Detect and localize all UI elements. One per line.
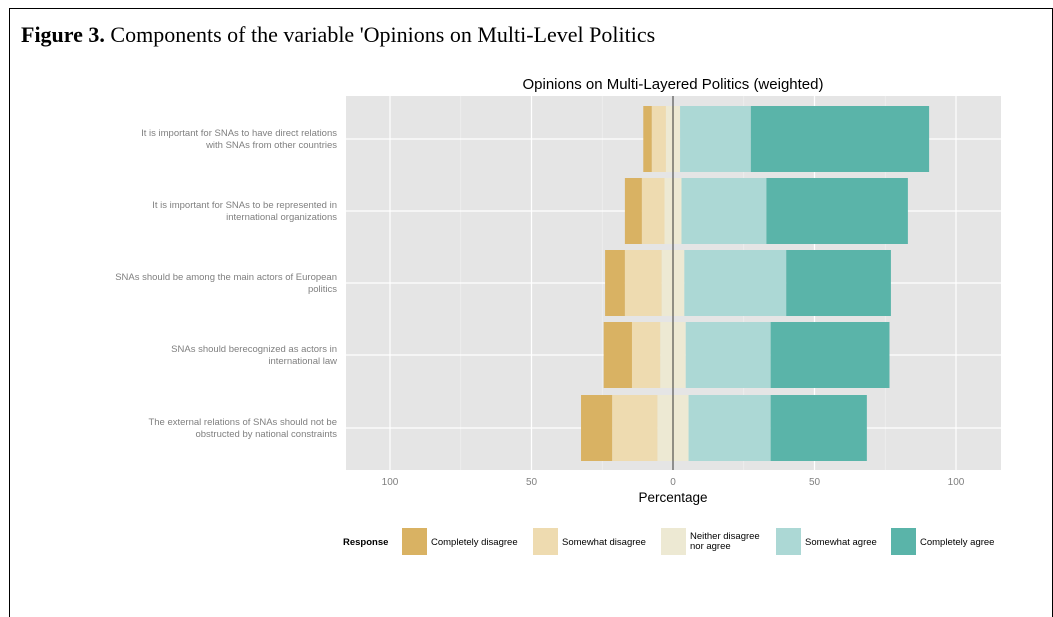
bars [581, 106, 930, 461]
bar-segment [605, 250, 625, 316]
legend-swatch [776, 528, 801, 555]
bar-segment [612, 395, 658, 461]
bar-segment [680, 106, 751, 172]
legend-swatch [533, 528, 558, 555]
x-tick-label: 100 [382, 477, 399, 488]
legend-label: Completely disagree [431, 537, 518, 548]
x-tick-label: 0 [670, 477, 676, 488]
legend-label: Completely agree [920, 537, 994, 548]
bar-segment [581, 395, 613, 461]
bar-segment [603, 322, 632, 388]
x-tick-label: 100 [948, 477, 965, 488]
category-label: The external relations of SNAs should no… [148, 417, 337, 440]
legend-swatch [661, 528, 686, 555]
legend-label: Neither disagree nor agree [690, 531, 760, 552]
x-axis-label: Percentage [638, 490, 707, 505]
figure-label: Figure 3. [21, 22, 105, 47]
bar-segment [770, 322, 890, 388]
chart-title: Opinions on Multi-Layered Politics (weig… [523, 76, 824, 93]
category-labels: It is important for SNAs to have direct … [115, 128, 337, 440]
bar-segment [631, 322, 661, 388]
bar-segment [643, 106, 652, 172]
legend-label: Somewhat agree [805, 537, 877, 548]
bar-segment [651, 106, 666, 172]
bar-segment [750, 106, 930, 172]
x-tick-labels: 100 50 0 50 100 [382, 477, 965, 488]
x-tick-label: 50 [809, 477, 821, 488]
category-label: It is important for SNAs to be represent… [152, 200, 337, 223]
legend: Completely disagree Somewhat disagree Neit… [402, 528, 994, 555]
category-label: SNAs should berecognized as actors in int… [171, 344, 337, 367]
bar-segment [684, 250, 787, 316]
bar-segment [681, 178, 767, 244]
legend-swatch [402, 528, 427, 555]
legend-title: Response [343, 537, 388, 548]
category-label: SNAs should be among the main actors of … [115, 272, 337, 295]
bar-segment [688, 395, 771, 461]
bar-segment [766, 178, 908, 244]
bar-segment [685, 322, 771, 388]
bar-segment [786, 250, 891, 316]
bar-segment [624, 250, 662, 316]
x-tick-label: 50 [526, 477, 538, 488]
bar-segment [641, 178, 665, 244]
figure-caption: Figure 3. Components of the variable 'Op… [21, 22, 655, 48]
figure-caption-text: Components of the variable 'Opinions on … [110, 22, 656, 47]
legend-label: Somewhat disagree [562, 537, 646, 548]
bar-segment [624, 178, 642, 244]
category-label: It is important for SNAs to have direct … [141, 128, 337, 151]
bar-segment [770, 395, 867, 461]
legend-swatch [891, 528, 916, 555]
